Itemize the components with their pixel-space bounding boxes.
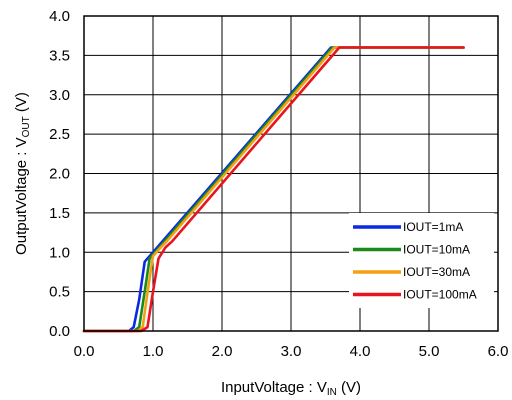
series-line-4 bbox=[82, 46, 465, 333]
y-axis-label-unit: (V) bbox=[13, 92, 30, 116]
legend-label: IOUT=10mA bbox=[403, 243, 470, 257]
y-tick-label: 0.0 bbox=[49, 323, 70, 340]
series-lines bbox=[82, 46, 465, 333]
plot-frame bbox=[83, 15, 499, 332]
legend-background bbox=[349, 213, 494, 308]
y-tick-label: 2.5 bbox=[49, 126, 70, 143]
x-axis-label-unit: (V) bbox=[337, 379, 361, 396]
x-tick-label: 2.0 bbox=[212, 343, 233, 360]
x-tick-label: 1.0 bbox=[143, 343, 164, 360]
legend: IOUT=1mA IOUT=10mA IOUT=30mA IOUT=100mA bbox=[349, 213, 494, 308]
x-tick-label: 5.0 bbox=[419, 343, 440, 360]
y-axis-label-main: OutputVoltage : V bbox=[13, 137, 30, 255]
y-tick-label: 1.0 bbox=[49, 244, 70, 261]
y-tick-labels: 0.0 0.5 1.0 1.5 2.0 2.5 3.0 3.5 4.0 bbox=[49, 8, 70, 340]
y-axis-label: OutputVoltage : VOUT (V) bbox=[13, 92, 32, 255]
x-axis-label-main: InputVoltage : V bbox=[221, 379, 327, 396]
x-tick-label: 6.0 bbox=[488, 343, 509, 360]
x-tick-labels: 0.0 1.0 2.0 3.0 4.0 5.0 6.0 bbox=[74, 343, 509, 360]
legend-label: IOUT=30mA bbox=[403, 265, 470, 279]
x-axis-label-subscript: IN bbox=[327, 387, 337, 398]
y-axis-label-subscript: OUT bbox=[21, 116, 32, 137]
legend-label: IOUT=100mA bbox=[403, 288, 477, 302]
x-tick-label: 0.0 bbox=[74, 343, 95, 360]
x-axis-label: InputVoltage : VIN (V) bbox=[221, 379, 361, 398]
y-tick-label: 3.5 bbox=[49, 47, 70, 64]
y-tick-label: 0.5 bbox=[49, 284, 70, 301]
x-tick-label: 4.0 bbox=[350, 343, 371, 360]
y-tick-label: 4.0 bbox=[49, 8, 70, 25]
y-tick-label: 3.0 bbox=[49, 87, 70, 104]
y-tick-label: 1.5 bbox=[49, 205, 70, 222]
y-tick-label: 2.0 bbox=[49, 166, 70, 183]
x-tick-label: 3.0 bbox=[281, 343, 302, 360]
legend-label: IOUT=1mA bbox=[403, 220, 463, 234]
